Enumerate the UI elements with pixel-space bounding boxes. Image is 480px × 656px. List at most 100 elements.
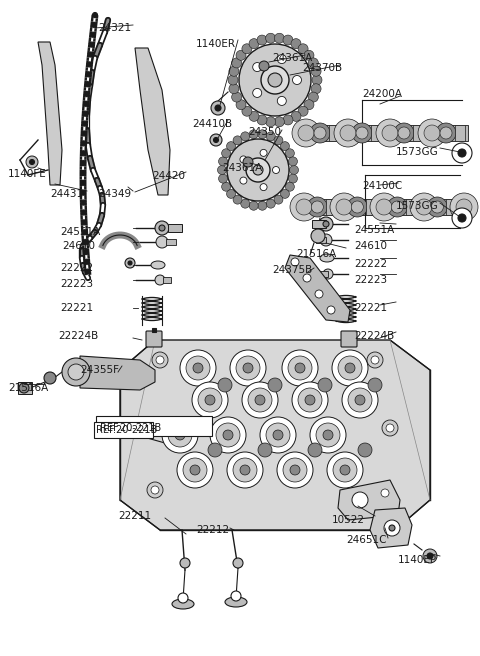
- Circle shape: [277, 54, 286, 64]
- Circle shape: [151, 421, 159, 429]
- Circle shape: [248, 388, 272, 412]
- Circle shape: [340, 125, 356, 141]
- Bar: [329, 125, 339, 141]
- Circle shape: [178, 593, 188, 603]
- Circle shape: [233, 458, 257, 482]
- Polygon shape: [120, 340, 430, 530]
- Text: 21516A: 21516A: [8, 383, 48, 393]
- Bar: [296, 199, 470, 215]
- Polygon shape: [370, 508, 412, 548]
- Circle shape: [229, 84, 239, 94]
- Circle shape: [298, 388, 322, 412]
- Circle shape: [266, 199, 275, 208]
- Circle shape: [370, 193, 398, 221]
- Circle shape: [266, 423, 290, 447]
- Circle shape: [377, 485, 393, 501]
- Text: 24551A: 24551A: [60, 227, 100, 237]
- Circle shape: [258, 201, 267, 210]
- Circle shape: [156, 356, 164, 364]
- Circle shape: [368, 378, 382, 392]
- Circle shape: [236, 100, 246, 110]
- Circle shape: [258, 443, 272, 457]
- Circle shape: [333, 458, 357, 482]
- Circle shape: [231, 591, 241, 601]
- Circle shape: [358, 443, 372, 457]
- Bar: [366, 199, 376, 215]
- Circle shape: [252, 89, 262, 98]
- Text: 22222: 22222: [60, 263, 93, 273]
- Circle shape: [286, 149, 294, 158]
- Circle shape: [288, 174, 298, 183]
- Circle shape: [175, 430, 185, 440]
- Circle shape: [452, 208, 472, 228]
- Circle shape: [218, 378, 232, 392]
- Circle shape: [308, 443, 322, 457]
- Circle shape: [177, 452, 213, 488]
- Circle shape: [427, 553, 433, 559]
- Text: 22222: 22222: [354, 259, 387, 269]
- Circle shape: [217, 165, 227, 174]
- Bar: [320, 271, 328, 277]
- Circle shape: [159, 225, 165, 231]
- Circle shape: [348, 197, 367, 217]
- Circle shape: [275, 33, 284, 43]
- Text: 22224B: 22224B: [58, 331, 98, 341]
- Polygon shape: [80, 356, 155, 390]
- Circle shape: [389, 525, 395, 531]
- Circle shape: [456, 199, 472, 215]
- Circle shape: [416, 199, 432, 215]
- Circle shape: [304, 51, 314, 60]
- Text: 10522: 10522: [332, 515, 365, 525]
- Circle shape: [311, 84, 321, 94]
- Circle shape: [436, 123, 456, 143]
- Circle shape: [180, 558, 190, 568]
- Circle shape: [450, 193, 478, 221]
- Circle shape: [241, 199, 250, 208]
- Circle shape: [249, 201, 258, 210]
- Circle shape: [418, 119, 446, 147]
- Circle shape: [232, 58, 241, 68]
- Circle shape: [84, 102, 88, 106]
- Circle shape: [147, 482, 163, 498]
- Text: 24431: 24431: [50, 189, 83, 199]
- Circle shape: [90, 32, 95, 37]
- Circle shape: [283, 35, 293, 45]
- Circle shape: [382, 420, 398, 436]
- Circle shape: [81, 151, 86, 155]
- Ellipse shape: [151, 261, 165, 269]
- Polygon shape: [285, 255, 350, 322]
- Ellipse shape: [225, 597, 247, 607]
- Bar: [163, 277, 171, 283]
- Circle shape: [26, 156, 38, 168]
- Circle shape: [84, 249, 88, 255]
- Circle shape: [312, 201, 324, 213]
- Circle shape: [192, 382, 228, 418]
- Circle shape: [255, 395, 265, 405]
- Circle shape: [239, 44, 311, 116]
- Bar: [96, 416, 212, 436]
- Circle shape: [307, 197, 327, 217]
- Circle shape: [330, 193, 358, 221]
- Circle shape: [152, 352, 168, 368]
- Circle shape: [355, 395, 365, 405]
- Circle shape: [327, 452, 363, 488]
- Circle shape: [232, 92, 241, 102]
- Text: 22221: 22221: [354, 303, 387, 313]
- Circle shape: [320, 234, 332, 246]
- Circle shape: [205, 395, 215, 405]
- Circle shape: [292, 75, 301, 85]
- Circle shape: [382, 125, 398, 141]
- Circle shape: [223, 430, 233, 440]
- Circle shape: [356, 127, 368, 139]
- Circle shape: [295, 363, 305, 373]
- Circle shape: [338, 356, 362, 380]
- Circle shape: [240, 177, 247, 184]
- Circle shape: [273, 167, 279, 173]
- Circle shape: [81, 190, 85, 195]
- Circle shape: [290, 465, 300, 475]
- Polygon shape: [135, 48, 170, 195]
- Circle shape: [427, 197, 447, 217]
- Circle shape: [314, 127, 326, 139]
- Circle shape: [86, 72, 91, 77]
- Circle shape: [280, 142, 289, 151]
